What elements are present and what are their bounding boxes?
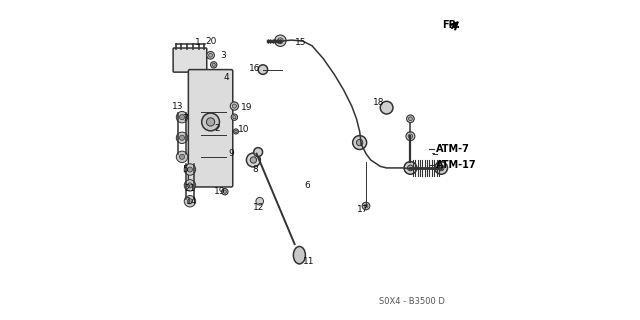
Circle shape	[232, 104, 236, 108]
Circle shape	[223, 190, 227, 193]
Text: 17: 17	[357, 205, 369, 214]
Circle shape	[406, 115, 414, 123]
Circle shape	[234, 129, 239, 134]
Circle shape	[408, 117, 412, 121]
Circle shape	[235, 130, 237, 133]
Circle shape	[212, 63, 215, 67]
Circle shape	[179, 115, 184, 120]
Text: ATM-17: ATM-17	[436, 160, 476, 170]
Circle shape	[408, 134, 413, 139]
Text: 13: 13	[172, 101, 183, 111]
Circle shape	[275, 35, 286, 46]
Text: 15: 15	[295, 38, 307, 47]
Text: 10: 10	[238, 125, 250, 134]
Text: 7: 7	[182, 114, 188, 123]
Text: 20: 20	[205, 36, 216, 45]
Circle shape	[209, 53, 212, 57]
Circle shape	[258, 65, 268, 74]
Circle shape	[256, 197, 264, 205]
Text: 16: 16	[249, 63, 260, 73]
Circle shape	[250, 157, 257, 163]
Circle shape	[435, 162, 447, 174]
Circle shape	[188, 183, 193, 188]
Circle shape	[176, 111, 188, 123]
Circle shape	[207, 118, 214, 126]
Circle shape	[362, 202, 370, 210]
Circle shape	[176, 151, 188, 163]
Circle shape	[211, 62, 217, 68]
Circle shape	[176, 132, 188, 143]
Text: 2: 2	[214, 124, 220, 133]
Circle shape	[188, 167, 193, 172]
Circle shape	[246, 153, 260, 167]
FancyBboxPatch shape	[173, 48, 207, 72]
Circle shape	[188, 199, 193, 204]
Circle shape	[179, 135, 184, 140]
Text: 4: 4	[223, 73, 229, 82]
Circle shape	[184, 164, 196, 175]
Circle shape	[356, 140, 363, 146]
Circle shape	[221, 188, 228, 195]
FancyBboxPatch shape	[188, 69, 233, 187]
Text: 18: 18	[373, 99, 385, 108]
Text: 19: 19	[214, 187, 226, 196]
Circle shape	[278, 38, 284, 44]
Text: 5: 5	[182, 165, 188, 174]
Circle shape	[184, 180, 196, 191]
Circle shape	[364, 204, 368, 208]
Text: S0X4 - B3500 D: S0X4 - B3500 D	[379, 297, 445, 306]
Text: 1: 1	[195, 38, 201, 47]
Circle shape	[231, 114, 237, 120]
Text: 19: 19	[241, 103, 253, 112]
Circle shape	[184, 196, 196, 207]
Circle shape	[202, 113, 220, 131]
Circle shape	[253, 148, 262, 156]
Text: 21: 21	[184, 184, 196, 193]
Circle shape	[230, 102, 239, 110]
Text: 11: 11	[303, 257, 315, 266]
Circle shape	[408, 165, 413, 171]
Text: 3: 3	[220, 51, 226, 60]
Circle shape	[233, 116, 236, 119]
Text: ATM-7: ATM-7	[436, 144, 470, 154]
Text: 14: 14	[186, 197, 197, 206]
Text: 6: 6	[305, 181, 310, 190]
Text: 8: 8	[252, 165, 258, 174]
Text: FR.: FR.	[442, 20, 460, 30]
Circle shape	[179, 154, 184, 159]
Circle shape	[438, 165, 444, 171]
Text: 12: 12	[252, 203, 264, 212]
Ellipse shape	[293, 246, 305, 264]
Circle shape	[406, 132, 415, 141]
Circle shape	[380, 101, 393, 114]
Circle shape	[404, 162, 417, 174]
Text: 9: 9	[228, 149, 234, 158]
Circle shape	[207, 52, 214, 59]
Circle shape	[353, 136, 367, 149]
